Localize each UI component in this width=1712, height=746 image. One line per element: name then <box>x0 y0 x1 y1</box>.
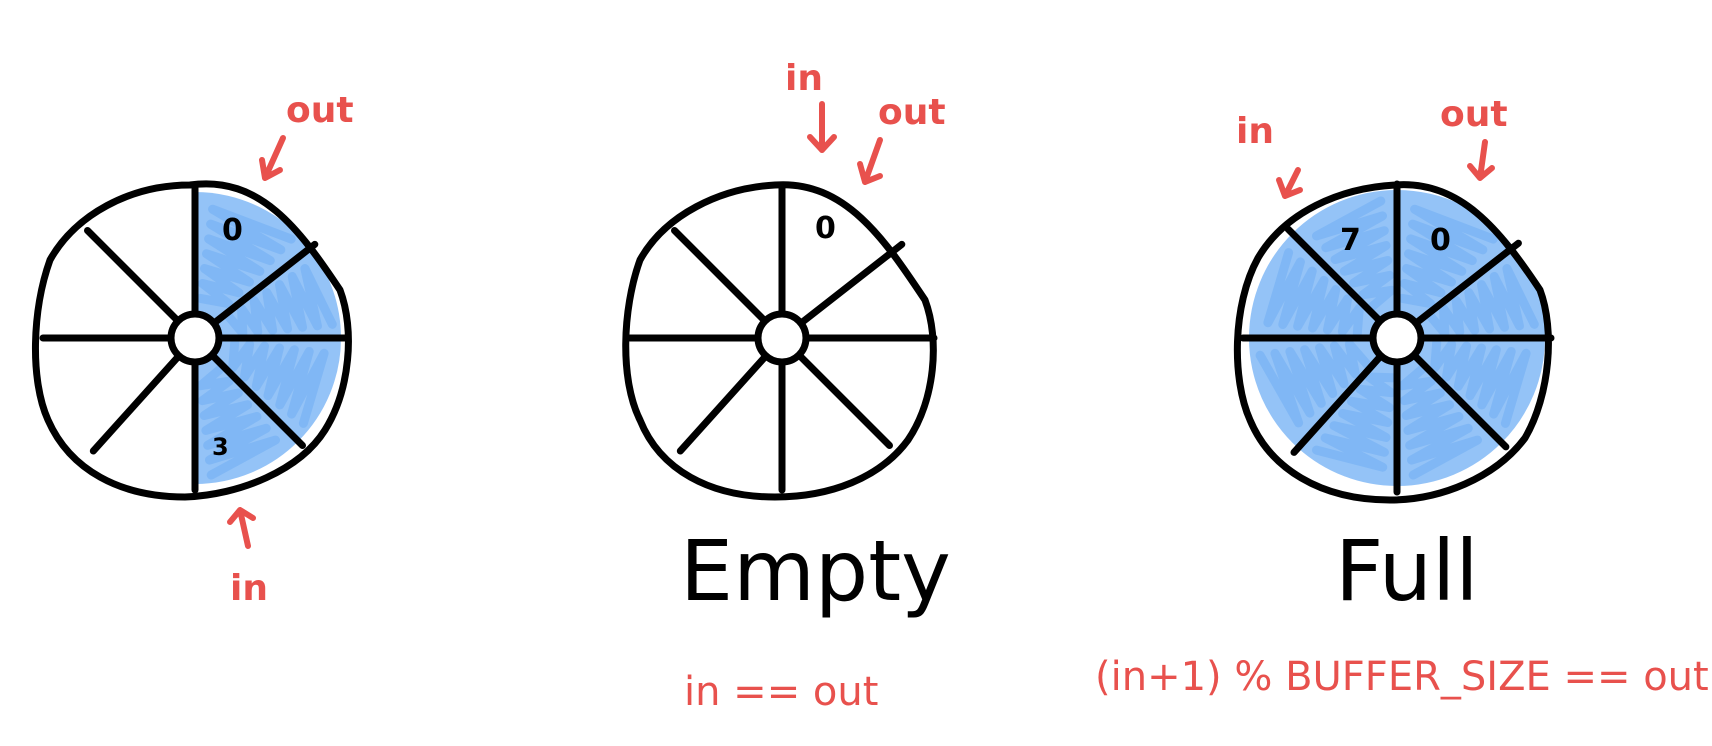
fill-scribble <box>228 338 329 428</box>
fill-scribble <box>1397 204 1498 309</box>
buffer-partial: 0 3 out in <box>31 90 354 609</box>
buffer-partial-index-last: 3 <box>212 433 229 461</box>
buffer-full-hub <box>1369 310 1425 366</box>
buffer-full-condition: (in+1) % BUFFER_SIZE == out <box>1095 654 1709 700</box>
buffer-full: 7 0 in out Full (in+1) % BUFFER_SIZE == … <box>1095 94 1709 700</box>
buffer-partial-hub <box>167 310 223 366</box>
fill-scribble <box>1426 264 1539 338</box>
fill-scribble <box>196 364 280 480</box>
fill-scribble <box>1255 339 1372 428</box>
buffer-full-caption: Full <box>1335 522 1479 620</box>
buffer-full-ring <box>1233 181 1552 504</box>
filled-segment <box>195 338 299 484</box>
buffer-empty: 0 in out Empty in == out <box>622 58 951 715</box>
buffer-partial-ring <box>31 180 352 501</box>
buffer-full-fill <box>1249 189 1545 486</box>
buffer-full-in-label: in <box>1236 111 1274 152</box>
buffer-empty-out-arrow <box>857 137 883 185</box>
buffer-empty-in-label: in <box>785 58 823 99</box>
buffer-empty-out-label: out <box>878 92 946 133</box>
buffer-partial-index-first: 0 <box>222 213 243 248</box>
fill-scribble <box>1430 338 1531 428</box>
fill-scribble <box>224 264 337 338</box>
buffer-partial-out-arrow <box>259 135 286 181</box>
buffer-full-out-arrow <box>1467 139 1495 181</box>
buffer-empty-hub <box>754 310 810 366</box>
buffer-empty-index-first: 0 <box>815 211 836 246</box>
buffer-partial-out-label: out <box>286 90 354 131</box>
fill-scribble <box>195 204 296 309</box>
buffer-empty-caption: Empty <box>680 522 951 620</box>
fill-scribble <box>1312 196 1396 312</box>
fill-scribble <box>1312 372 1398 472</box>
buffer-full-index-last: 7 <box>1340 223 1361 258</box>
buffer-partial-in-arrow <box>227 507 256 549</box>
buffer-empty-condition: in == out <box>684 669 878 715</box>
buffer-partial-in-label: in <box>230 568 268 609</box>
fill-scribble <box>1398 364 1482 480</box>
buffer-partial-fill <box>195 192 341 484</box>
buffer-full-in-arrow <box>1276 167 1303 199</box>
buffer-empty-in-arrow <box>807 101 837 153</box>
buffer-full-out-label: out <box>1440 94 1508 135</box>
fill-scribble <box>1263 248 1364 338</box>
buffer-full-index-first: 0 <box>1430 223 1451 258</box>
